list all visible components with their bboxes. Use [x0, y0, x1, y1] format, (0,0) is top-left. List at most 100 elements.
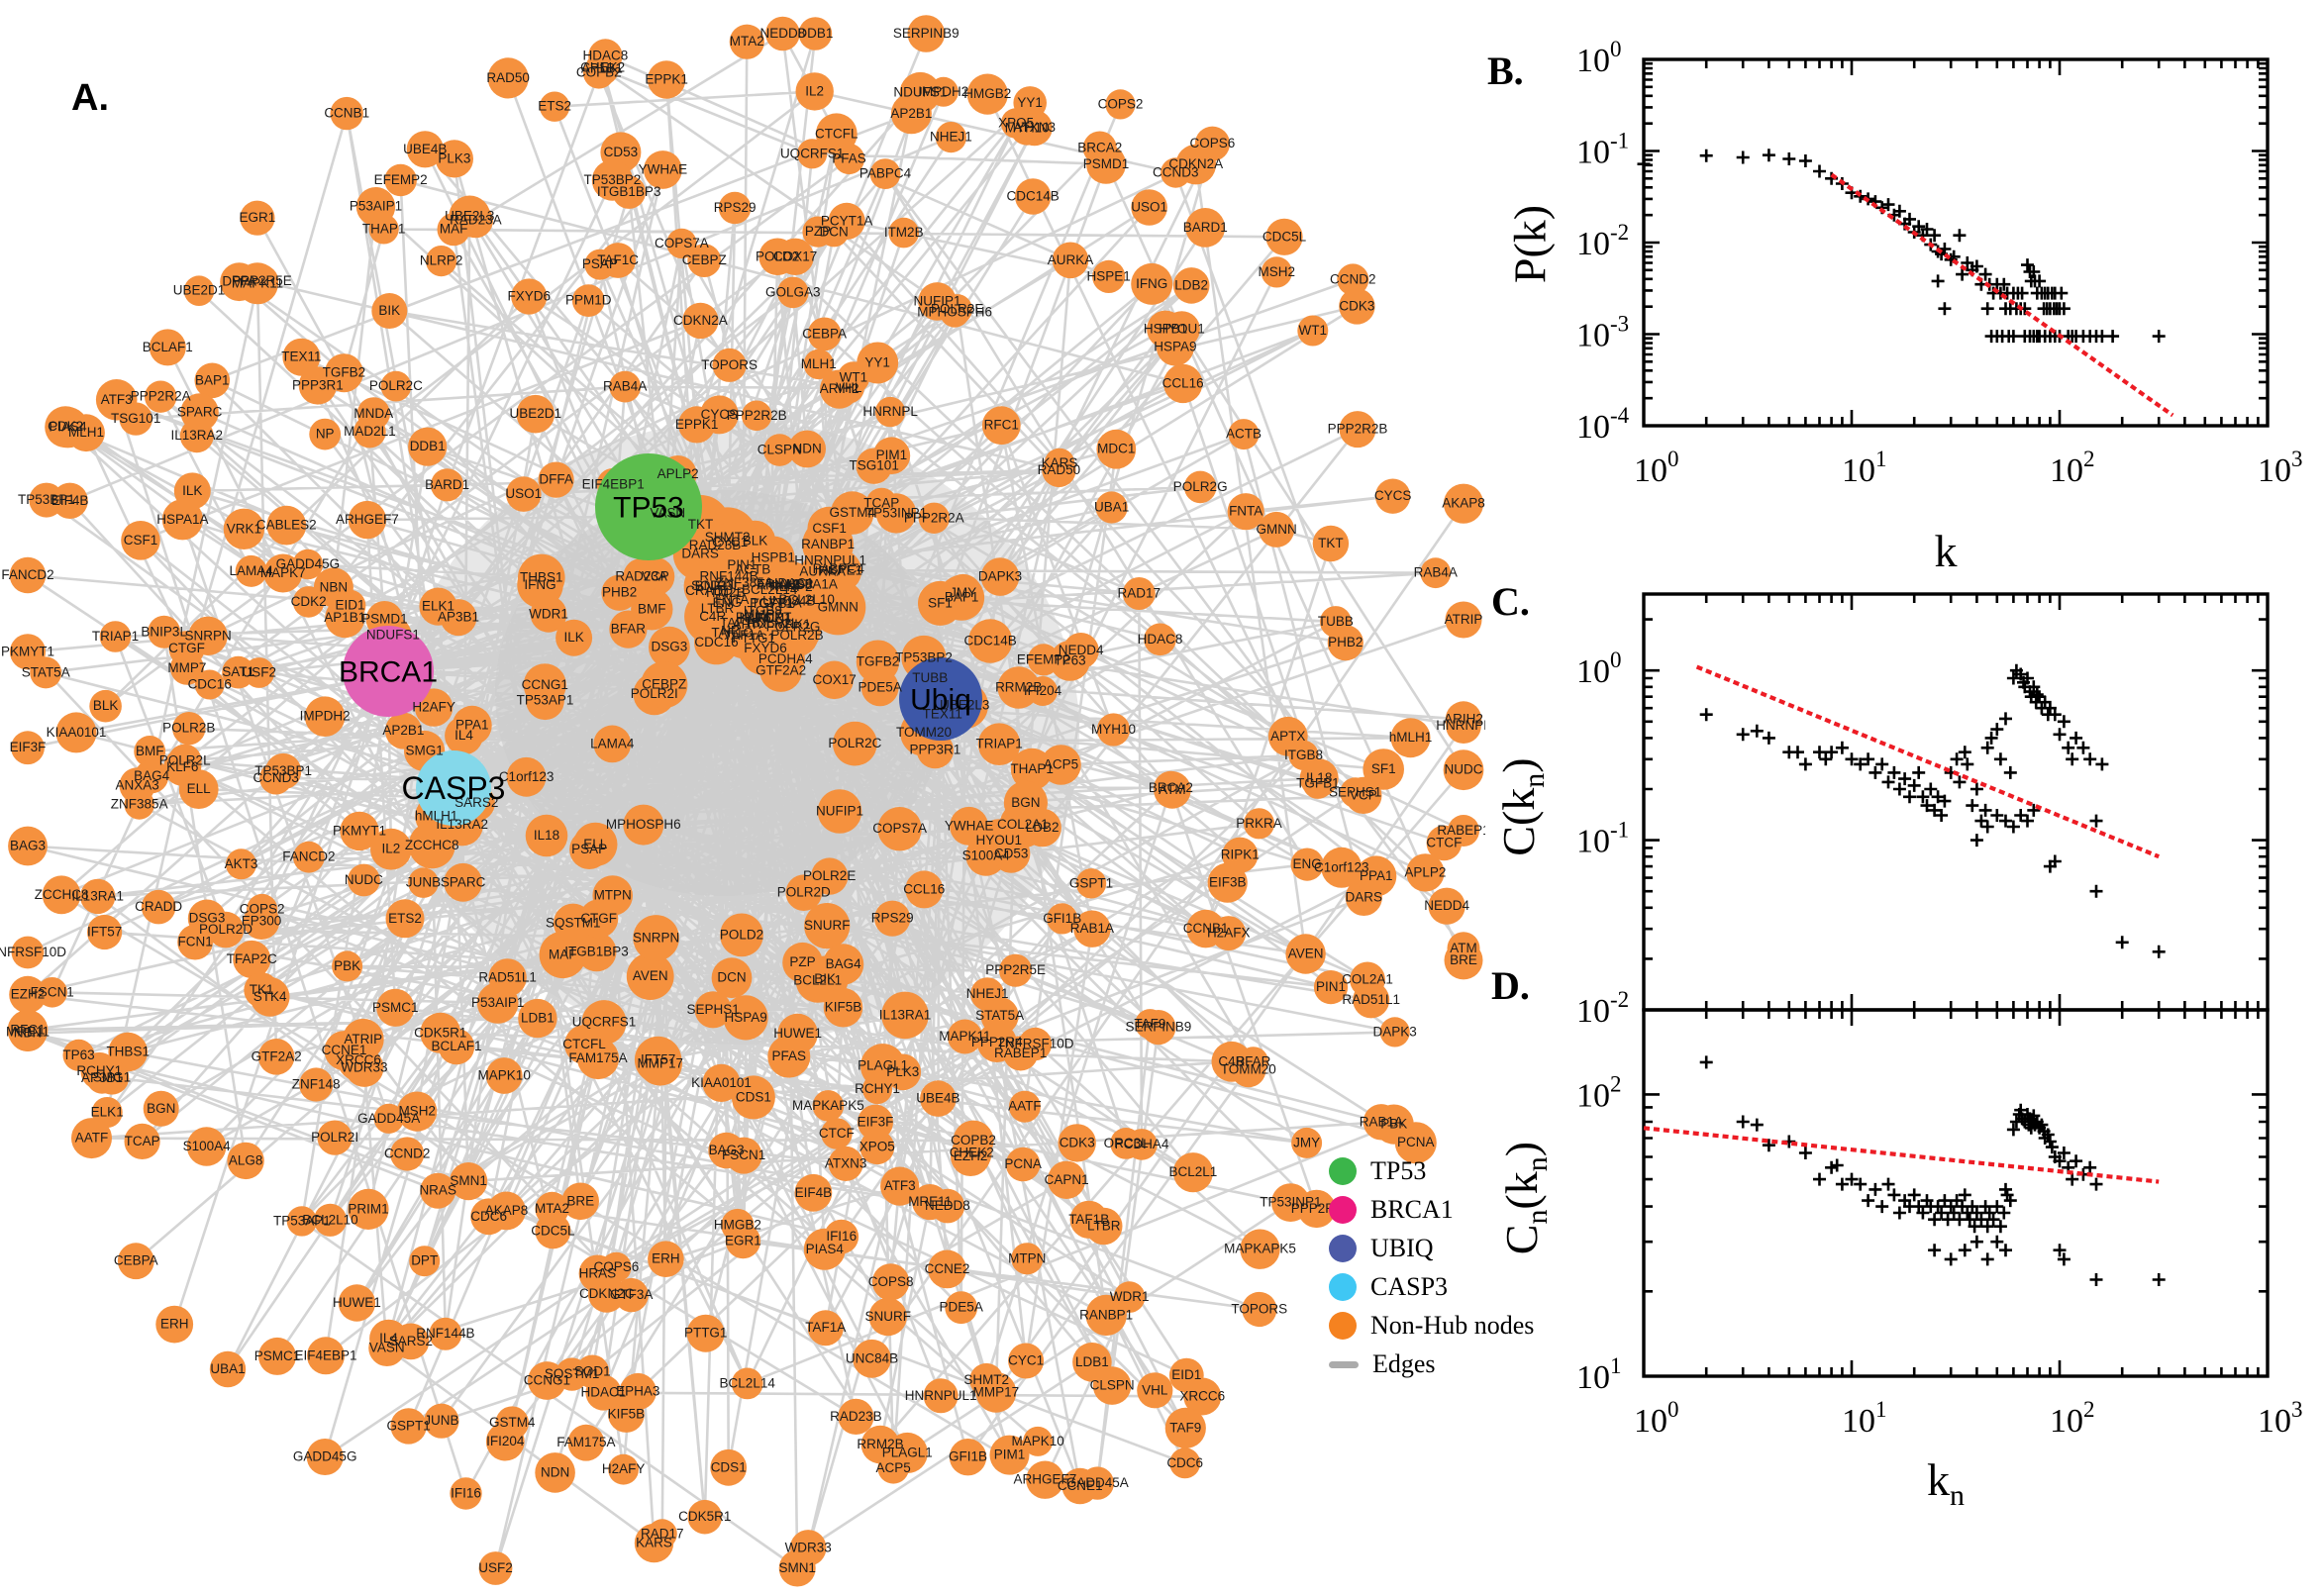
gene-label: GTF2A2 [756, 663, 806, 678]
gene-label: EPPK1 [645, 72, 688, 87]
network-node [259, 761, 293, 795]
network-node [1265, 218, 1303, 255]
gene-label: FNTA [1229, 504, 1262, 519]
panel-b-label: B. [1487, 49, 1524, 93]
network-node [119, 767, 155, 804]
legend-label-nonhub: Non-Hub nodes [1370, 1311, 1535, 1340]
gene-label: TP53BP2 [895, 650, 953, 665]
network-node [426, 246, 457, 277]
gene-label: COX17 [773, 249, 817, 263]
tick-label: 102 [2050, 447, 2095, 489]
hub-label-brca1: BRCA1 [339, 656, 438, 689]
gene-label: VRK1 [227, 521, 261, 536]
network-node [920, 1080, 957, 1117]
gene-label: FSCN1 [722, 1147, 765, 1162]
gene-label: IFNG [1136, 276, 1167, 291]
tick-label: 100 [1634, 447, 1679, 489]
tick-label: 10-2 [1576, 220, 1629, 262]
gene-label: IL2 [382, 842, 401, 856]
gene-label: TAF9 [1134, 1016, 1165, 1031]
gene-label: POLR2C [828, 736, 881, 750]
gene-label: ATRIP [1445, 612, 1483, 627]
network-node [647, 1519, 677, 1549]
gene-label: UBE2D1 [510, 406, 562, 421]
legend-item-casp3: CASP3 [1329, 1272, 1534, 1302]
gene-label: UNC84B [762, 594, 815, 609]
gene-label: PIN1 [1316, 979, 1346, 994]
gene-label: COPS7A [872, 821, 927, 836]
gene-label: AP3B1 [438, 610, 479, 625]
network-node [1026, 1460, 1064, 1499]
gene-label: PIM1 [876, 448, 908, 462]
plot-frame [1642, 592, 2270, 1012]
hub-node-tp53 [595, 453, 702, 560]
gene-label: YWHAE [945, 818, 994, 833]
network-node [169, 650, 204, 685]
gene-label: BLK [93, 698, 119, 713]
gene-label: APLP2 [1404, 864, 1446, 879]
gene-label: IL4 [379, 1331, 398, 1346]
gene-label: CYC1 [712, 535, 748, 549]
gene-label: CHEK2 [950, 1146, 994, 1160]
gene-label: SQSTM1 [545, 1366, 600, 1381]
network-node [853, 1339, 891, 1378]
gene-label: RAB4A [603, 379, 647, 394]
gene-label: BRE [566, 1193, 594, 1208]
network-node [1172, 267, 1210, 304]
gene-label: SMG1 [93, 1069, 131, 1084]
network-node [798, 17, 833, 50]
gene-label: CDC6 [1166, 1455, 1203, 1470]
network-node [180, 393, 219, 432]
network-node [9, 1015, 47, 1051]
gene-label: RAD23A [450, 213, 502, 228]
network-node [556, 619, 593, 656]
gene-label: CDC5L [1262, 229, 1307, 244]
network-node [1096, 429, 1137, 469]
network-node [1008, 1090, 1041, 1123]
gene-label: TGFB1 [752, 596, 795, 611]
network-node [71, 1118, 112, 1159]
gene-label: SHMT2 [963, 1372, 1009, 1387]
network-node [397, 1091, 438, 1132]
gene-label: CYC1 [1008, 1353, 1044, 1368]
legend-label-tp53: TP53 [1370, 1156, 1427, 1185]
gene-label: HSPA9 [1154, 340, 1196, 354]
gene-label: FAM175A [556, 1435, 615, 1449]
network-node [1131, 189, 1167, 226]
network-node [649, 626, 690, 668]
gene-label: TAF1A [805, 1320, 846, 1335]
tick-label: 103 [2258, 1397, 2303, 1440]
gene-label: VASN [650, 506, 685, 521]
network-node [429, 1317, 462, 1350]
network-node [94, 1060, 130, 1095]
gene-label: PBK [334, 958, 360, 973]
network-node [567, 1424, 605, 1461]
gene-label: COPS6 [1190, 136, 1236, 150]
network-node [1443, 483, 1484, 524]
tick-label: 10-4 [1576, 403, 1630, 446]
network-node [408, 427, 448, 466]
gene-label: YY1 [864, 355, 890, 370]
gene-label: PCYT1A [821, 213, 873, 228]
gene-label: FANCD2 [282, 849, 335, 864]
gene-label: HSPA1A [786, 577, 838, 592]
network-node [729, 24, 764, 59]
gene-label: WDR1 [1110, 1289, 1150, 1304]
network-node [487, 57, 529, 99]
gene-label: CCNG1 [524, 1373, 570, 1388]
network-node [178, 769, 219, 809]
gene-label: CCL16 [1162, 375, 1204, 390]
gene-label: GSTM4 [489, 1415, 536, 1430]
gene-label: NDN [541, 1464, 569, 1479]
gene-label: GADD45G [293, 1449, 357, 1464]
network-node [1271, 1183, 1310, 1222]
gene-label: AVEN [1288, 947, 1324, 961]
gene-label: WDR1 [529, 606, 568, 621]
gene-label: NP [721, 623, 740, 638]
network-node [67, 414, 105, 452]
network-node [907, 15, 946, 52]
network-node [573, 822, 618, 867]
network-node [1211, 1041, 1253, 1082]
network-node [523, 663, 566, 707]
network-node [1042, 452, 1076, 488]
